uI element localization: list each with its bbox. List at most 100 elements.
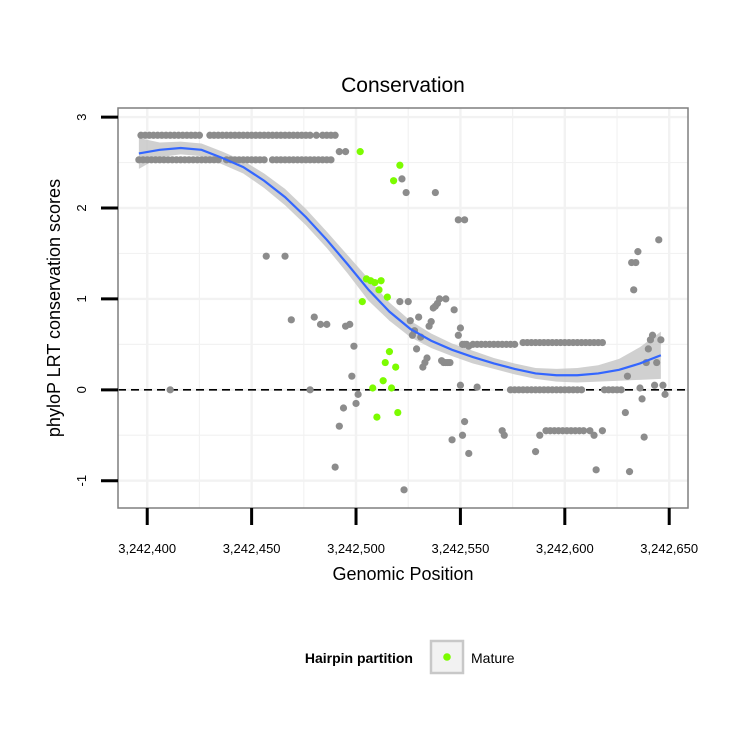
point-other xyxy=(577,386,586,394)
point-other xyxy=(435,295,444,303)
point-other xyxy=(431,188,439,197)
point-other xyxy=(166,386,174,394)
x-axis-title: Genomic Position xyxy=(332,564,473,584)
point-mature xyxy=(381,358,389,367)
x-tick-label: 3,242,600 xyxy=(536,541,594,556)
x-tick-label: 3,242,500 xyxy=(327,541,385,556)
point-other xyxy=(339,404,348,412)
x-axis: 3,242,400 3,242,450 3,242,500 3,242,550 3,24… xyxy=(118,508,698,556)
point-other xyxy=(310,313,318,321)
point-mature xyxy=(371,278,379,287)
point-other xyxy=(316,320,325,328)
point-other xyxy=(590,431,598,439)
point-other xyxy=(648,331,657,339)
point-other xyxy=(195,131,204,139)
point-other xyxy=(352,399,360,408)
point-other xyxy=(427,318,435,326)
point-other xyxy=(354,390,362,398)
point-other xyxy=(580,427,588,435)
x-tick-label: 3,242,400 xyxy=(118,541,176,556)
point-other xyxy=(306,131,314,139)
point-other xyxy=(634,248,642,256)
point-other xyxy=(281,252,289,260)
point-other xyxy=(323,320,331,328)
point-mature xyxy=(394,408,402,417)
points-mature-series xyxy=(356,148,404,421)
point-other xyxy=(423,354,431,362)
point-other xyxy=(500,431,508,439)
point-other xyxy=(398,175,406,183)
point-other xyxy=(536,431,544,439)
point-other xyxy=(454,331,462,339)
point-mature xyxy=(396,161,404,169)
point-other xyxy=(415,313,423,321)
point-other xyxy=(473,383,481,391)
point-other xyxy=(644,345,652,353)
chart-title: Conservation xyxy=(341,74,465,97)
y-tick-label: -1 xyxy=(74,475,89,487)
point-other xyxy=(598,338,606,347)
point-mature xyxy=(379,377,387,385)
point-other xyxy=(511,340,519,348)
point-other xyxy=(586,427,594,435)
y-tick-label: 2 xyxy=(74,204,89,211)
point-other xyxy=(625,468,634,476)
point-mature xyxy=(377,277,385,285)
point-other xyxy=(412,345,421,353)
point-other xyxy=(262,252,270,260)
point-other xyxy=(460,418,469,426)
point-other xyxy=(465,449,473,458)
point-other xyxy=(598,427,606,435)
point-other xyxy=(623,372,632,380)
point-other xyxy=(331,131,339,139)
x-tick-label: 3,242,550 xyxy=(431,541,489,556)
point-other xyxy=(531,448,540,456)
plot-panel xyxy=(118,108,688,508)
point-mature xyxy=(390,177,398,185)
point-other xyxy=(446,358,454,367)
point-other xyxy=(456,381,465,389)
point-mature xyxy=(373,413,381,421)
point-mature xyxy=(387,384,396,392)
point-other xyxy=(335,422,343,430)
point-other xyxy=(659,381,667,389)
y-axis: -1 0 1 2 3 xyxy=(74,113,118,487)
point-other xyxy=(617,386,625,394)
point-other xyxy=(650,381,659,389)
point-other xyxy=(456,324,465,332)
point-other xyxy=(406,317,414,325)
point-other xyxy=(638,395,646,403)
y-tick-label: 1 xyxy=(74,295,89,302)
point-other xyxy=(327,156,335,164)
x-tick-label: 3,242,650 xyxy=(640,541,698,556)
point-other xyxy=(450,306,458,314)
point-mature xyxy=(383,293,391,301)
point-mature xyxy=(356,148,364,156)
legend: Hairpin partition Mature xyxy=(305,639,515,675)
point-other xyxy=(312,131,320,139)
loess-line xyxy=(138,146,662,377)
point-other xyxy=(592,466,600,474)
point-other xyxy=(287,316,295,324)
point-other xyxy=(335,148,343,156)
point-other xyxy=(331,463,339,471)
point-other xyxy=(306,386,314,394)
point-other xyxy=(346,320,354,328)
point-other xyxy=(442,295,450,303)
point-other xyxy=(448,436,456,444)
point-other xyxy=(404,298,412,306)
plot-border xyxy=(117,107,689,509)
point-other xyxy=(653,358,661,367)
point-other xyxy=(661,390,669,398)
point-other xyxy=(341,148,350,156)
point-other xyxy=(260,156,268,164)
point-other xyxy=(348,372,356,380)
legend-key-mature xyxy=(443,653,451,661)
points-other-series xyxy=(135,131,669,494)
point-mature xyxy=(358,298,366,306)
point-other xyxy=(402,188,410,197)
point-other xyxy=(396,298,404,306)
point-other xyxy=(630,286,638,294)
point-other xyxy=(454,216,462,224)
